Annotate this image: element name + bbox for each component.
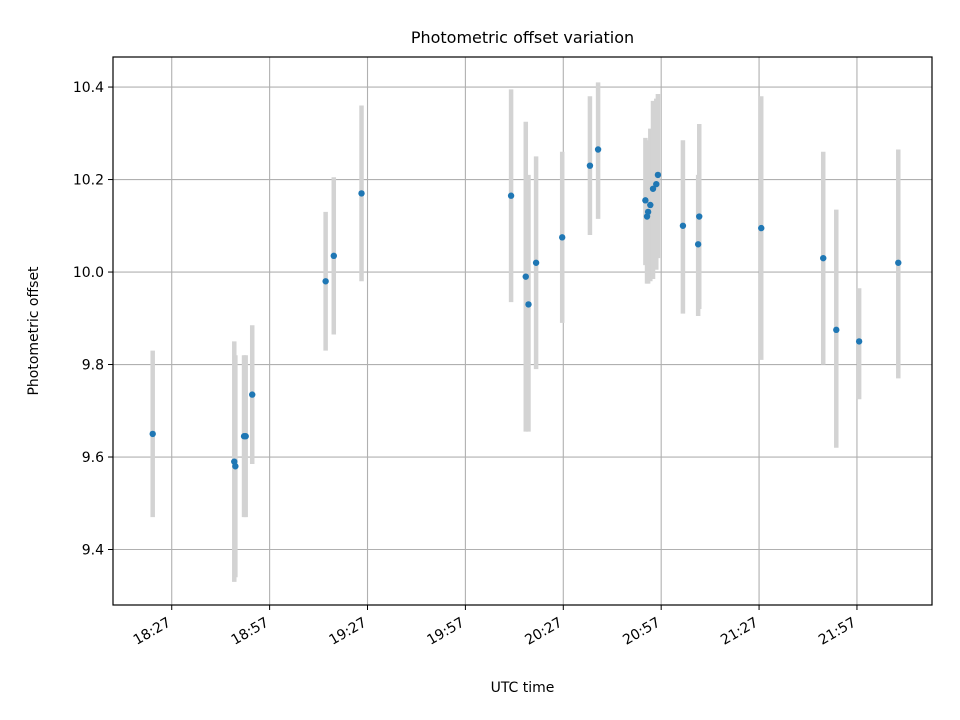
data-point <box>820 254 827 262</box>
plot-frame <box>112 56 933 606</box>
data-point <box>895 259 902 266</box>
x-axis-label: UTC time <box>491 680 555 696</box>
data-point <box>249 391 256 398</box>
y-tick-label: 10.2 <box>73 173 104 189</box>
data-point <box>642 197 649 204</box>
data-point <box>694 241 702 248</box>
data-point <box>594 146 602 153</box>
data-point <box>522 273 529 280</box>
data-point <box>558 234 566 241</box>
data-point <box>242 433 249 440</box>
data-point <box>654 171 662 179</box>
data-point <box>855 338 863 345</box>
data-point <box>679 222 687 229</box>
data-point <box>532 259 540 266</box>
y-axis-label: Photometric offset <box>26 266 42 396</box>
y-tick-label: 9.6 <box>82 450 104 466</box>
data-point <box>322 278 329 285</box>
y-tick-label: 9.8 <box>82 358 104 374</box>
point-layer <box>149 146 902 470</box>
data-point <box>833 326 840 334</box>
data-point <box>149 430 156 438</box>
data-point <box>232 463 239 470</box>
data-point <box>358 190 365 197</box>
data-point <box>653 180 660 188</box>
data-point <box>647 201 654 209</box>
data-point <box>525 301 532 308</box>
data-point <box>330 252 337 260</box>
data-point <box>507 192 515 199</box>
y-tick-label: 10.4 <box>73 80 104 96</box>
grid-layer <box>113 57 932 605</box>
data-point <box>586 162 594 169</box>
data-point <box>758 224 765 232</box>
y-tick-label: 10.0 <box>73 265 104 281</box>
data-point <box>696 213 703 220</box>
chart-title: Photometric offset variation <box>411 28 634 47</box>
y-tick-label: 9.4 <box>82 543 104 559</box>
data-point <box>649 185 657 192</box>
data-point <box>644 208 652 216</box>
